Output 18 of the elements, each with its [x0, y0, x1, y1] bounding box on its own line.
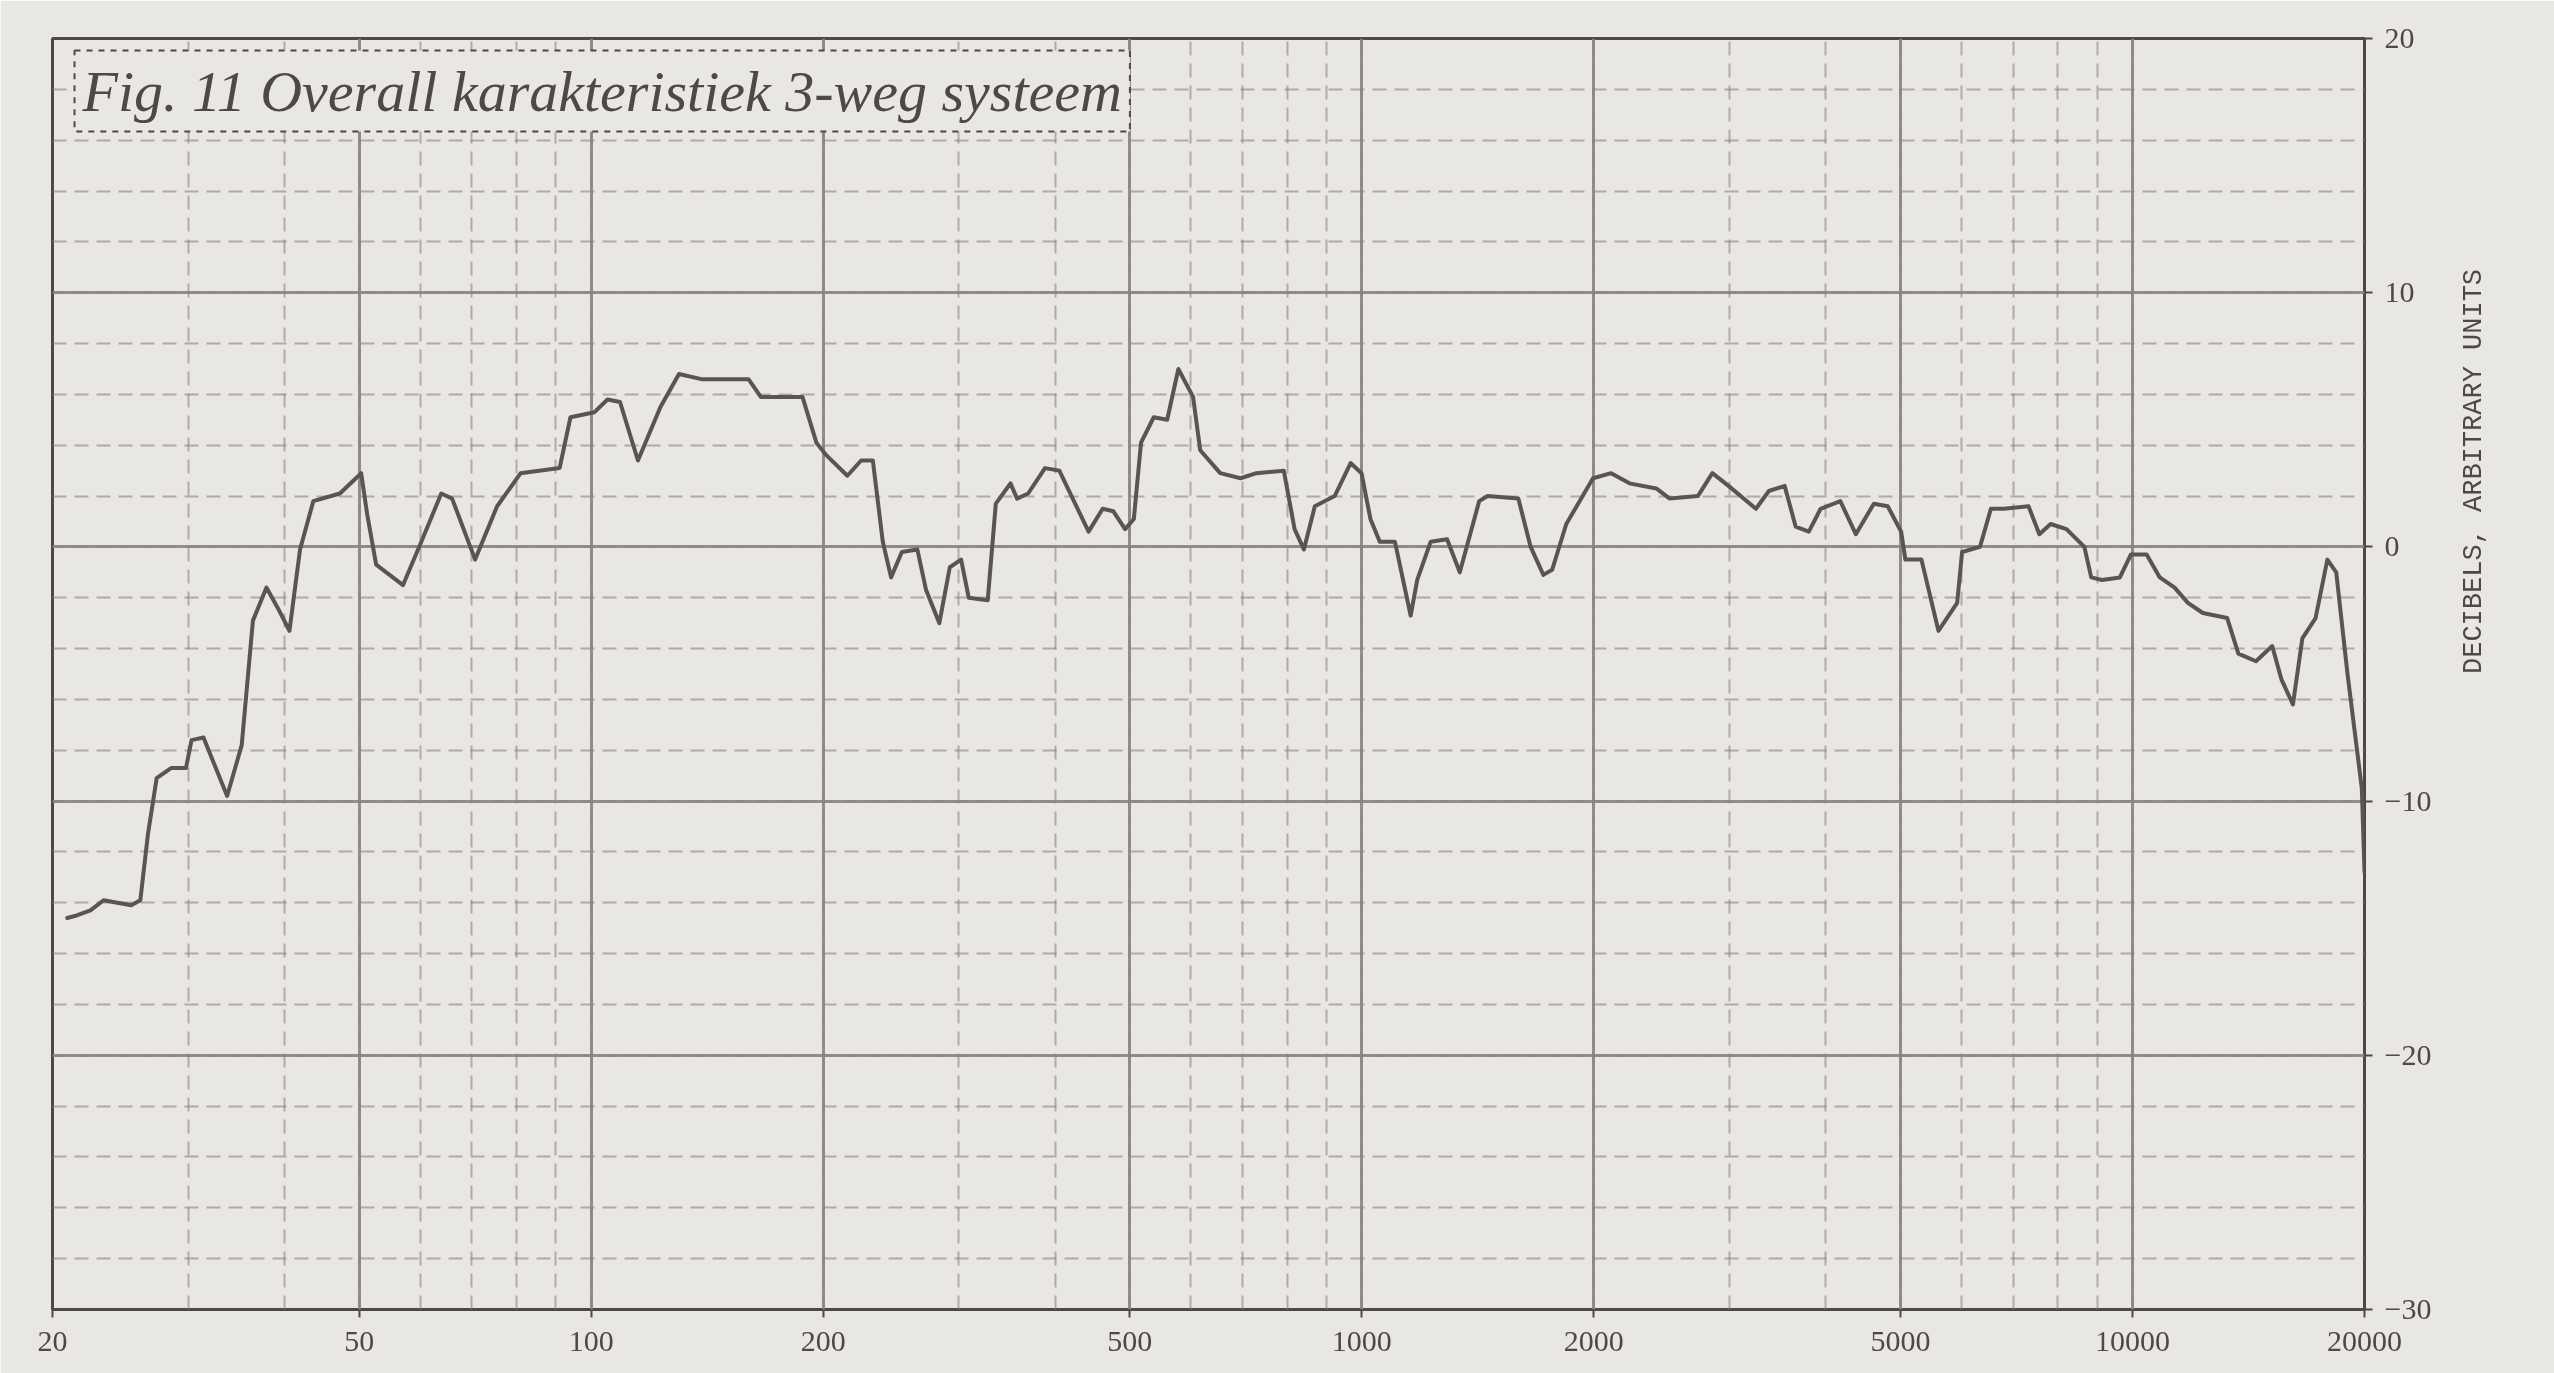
chart-title: Fig. 11 Overall karakteristiek 3-weg systeem	[81, 58, 1122, 124]
x-tick-label: 500	[1107, 1323, 1153, 1357]
y-axis-title: DECIBELS, ARBITRARY UNITS	[2459, 268, 2490, 674]
x-tick-label: 10000	[2095, 1323, 2171, 1357]
x-tick-label: 50	[344, 1323, 375, 1357]
y-tick-label: −30	[2384, 1292, 2432, 1325]
x-tick-label: 1000	[1331, 1323, 1392, 1357]
y-tick-label: 10	[2384, 275, 2415, 309]
y-tick-label: 20	[2384, 21, 2415, 54]
x-tick-label: 2000	[1563, 1323, 1624, 1357]
y-tick-label: −10	[2384, 783, 2432, 817]
x-tick-label: 200	[800, 1323, 846, 1357]
x-tick-label: 100	[568, 1323, 614, 1357]
y-tick-label: −20	[2384, 1037, 2432, 1071]
x-tick-label: 20000	[2327, 1323, 2402, 1357]
x-tick-label: 5000	[1870, 1323, 1931, 1357]
x-tick-label: 20	[37, 1323, 68, 1357]
y-tick-label: 0	[2384, 529, 2400, 563]
